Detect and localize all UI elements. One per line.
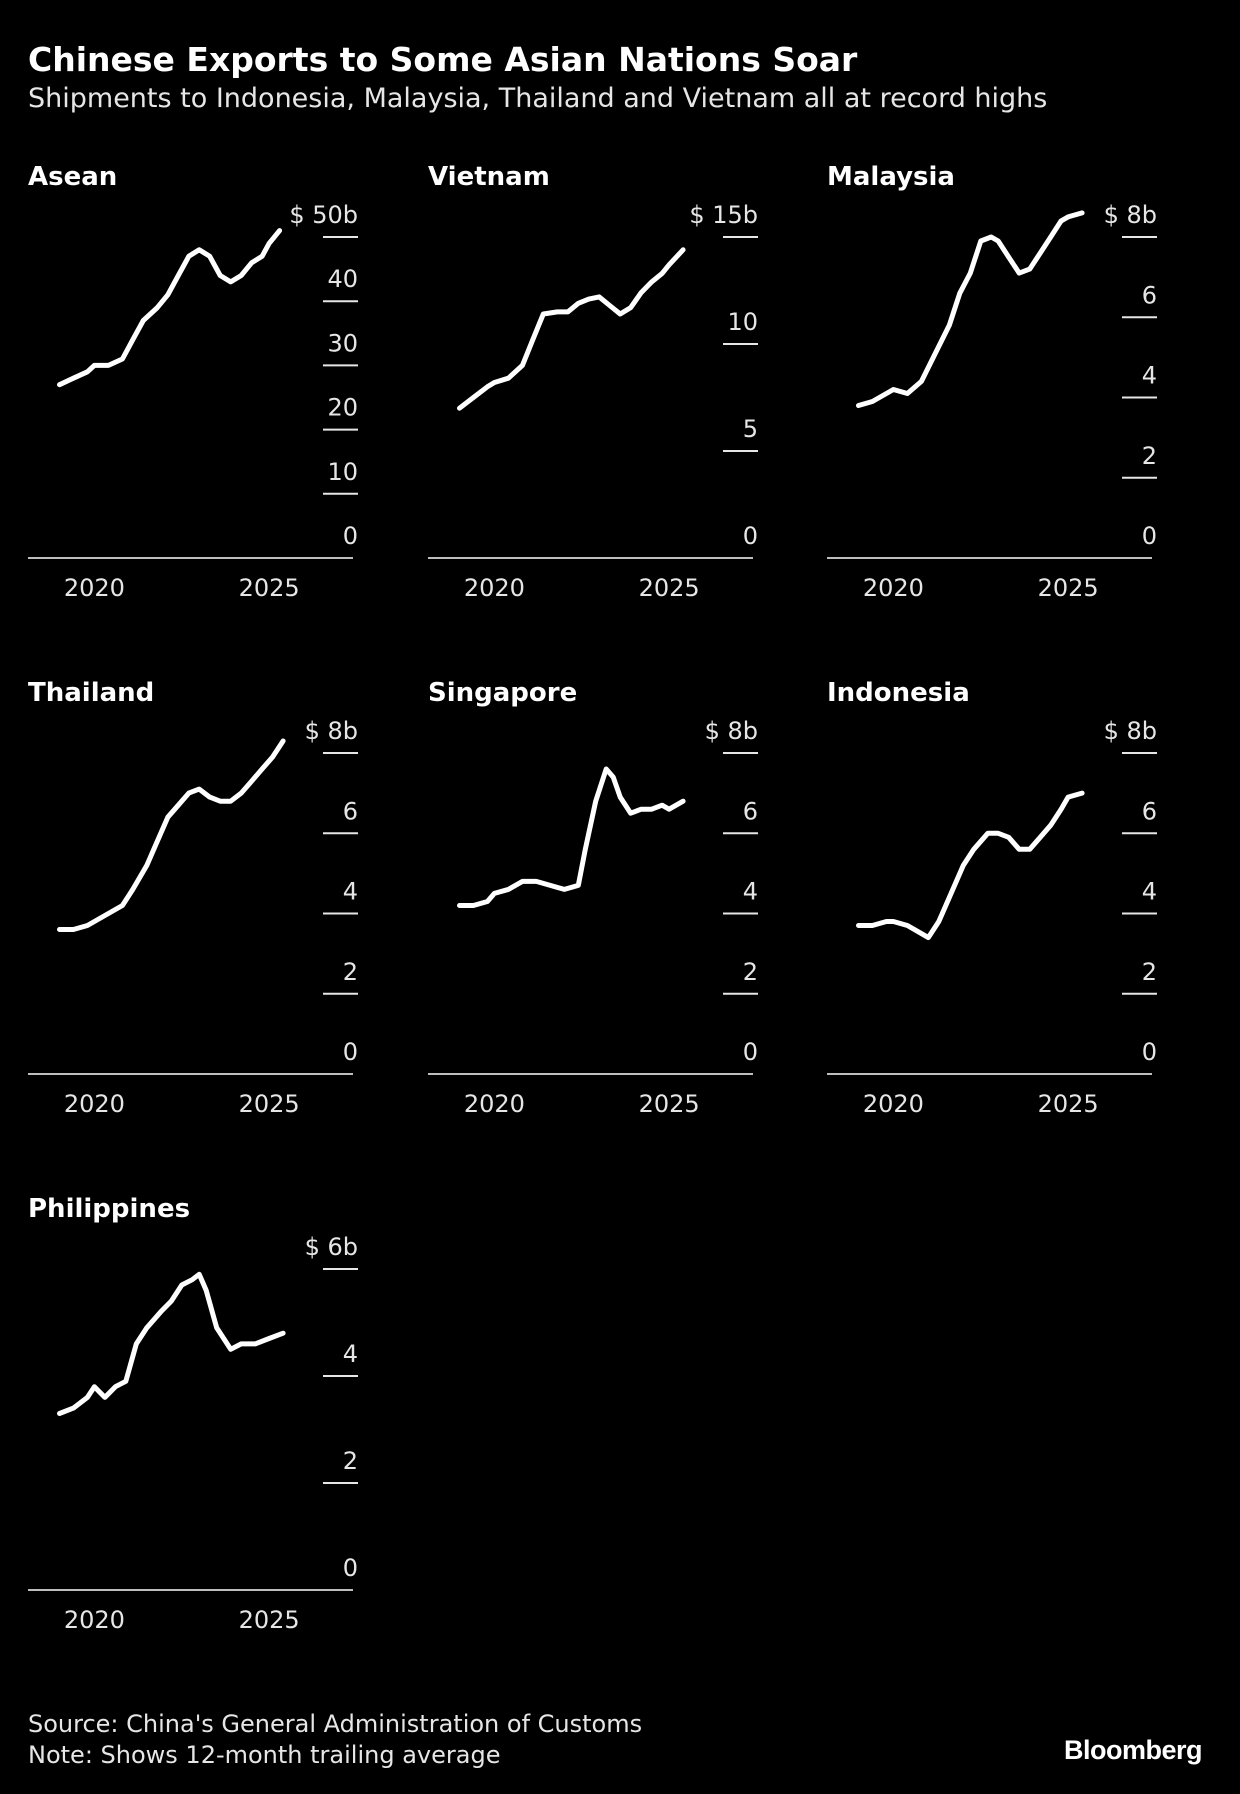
- y-tick-label-asean-50: $ 50b: [289, 201, 358, 229]
- x-tick-label-malaysia-2025: 2025: [1038, 574, 1099, 602]
- y-tick-label-vietnam-0: 0: [743, 522, 758, 550]
- series-line-singapore: [457, 766, 686, 908]
- series-line-vietnam: [457, 247, 686, 411]
- y-tick-label-thailand-0: 0: [343, 1038, 358, 1066]
- panel-title-singapore: Singapore: [428, 678, 577, 708]
- series-line-thailand: [57, 738, 286, 932]
- y-tick-label-asean-40: 40: [327, 265, 358, 293]
- panel-title-indonesia: Indonesia: [827, 678, 970, 708]
- x-tick-label-indonesia-2020: 2020: [863, 1090, 924, 1118]
- y-tick-label-asean-10: 10: [327, 458, 358, 486]
- y-tick-label-singapore-8: $ 8b: [705, 717, 758, 745]
- y-tick-label-asean-20: 20: [327, 394, 358, 422]
- panel-title-philippines: Philippines: [28, 1194, 190, 1224]
- y-tick-label-singapore-4: 4: [743, 878, 758, 906]
- x-tick-label-asean-2025: 2025: [239, 574, 300, 602]
- x-tick-label-thailand-2020: 2020: [64, 1090, 125, 1118]
- x-tick-label-philippines-2020: 2020: [64, 1606, 125, 1634]
- x-tick-label-singapore-2020: 2020: [464, 1090, 525, 1118]
- y-tick-label-malaysia-0: 0: [1142, 522, 1157, 550]
- y-tick-label-thailand-4: 4: [343, 878, 358, 906]
- source-note: Source: China's General Administration o…: [28, 1710, 643, 1738]
- y-tick-label-vietnam-15: $ 15b: [689, 201, 758, 229]
- y-tick-label-thailand-8: $ 8b: [305, 717, 358, 745]
- x-tick-label-thailand-2025: 2025: [239, 1090, 300, 1118]
- footnote: Note: Shows 12-month trailing average: [28, 1741, 501, 1769]
- panel-title-asean: Asean: [28, 162, 117, 192]
- y-tick-label-philippines-2: 2: [343, 1447, 358, 1475]
- y-tick-label-singapore-6: 6: [743, 797, 758, 825]
- series-line-indonesia: [856, 790, 1085, 941]
- y-tick-label-asean-30: 30: [327, 329, 358, 357]
- y-tick-label-singapore-2: 2: [743, 958, 758, 986]
- chart-subtitle: Shipments to Indonesia, Malaysia, Thaila…: [28, 83, 1048, 114]
- x-tick-label-vietnam-2025: 2025: [639, 574, 700, 602]
- y-tick-label-philippines-4: 4: [343, 1340, 358, 1368]
- y-tick-label-indonesia-8: $ 8b: [1104, 717, 1157, 745]
- y-tick-label-asean-0: 0: [343, 522, 358, 550]
- chart-title: Chinese Exports to Some Asian Nations So…: [28, 40, 858, 79]
- x-tick-label-indonesia-2025: 2025: [1038, 1090, 1099, 1118]
- y-tick-label-malaysia-4: 4: [1142, 362, 1157, 390]
- series-line-philippines: [57, 1271, 286, 1416]
- y-tick-label-philippines-0: 0: [343, 1554, 358, 1582]
- y-tick-label-vietnam-5: 5: [743, 415, 758, 443]
- y-tick-label-philippines-6: $ 6b: [305, 1233, 358, 1261]
- series-line-asean: [57, 228, 283, 388]
- panel-title-malaysia: Malaysia: [827, 162, 955, 192]
- y-tick-label-malaysia-2: 2: [1142, 442, 1157, 470]
- x-tick-label-malaysia-2020: 2020: [863, 574, 924, 602]
- bloomberg-logo: Bloomberg: [1063, 1735, 1203, 1765]
- y-tick-label-indonesia-2: 2: [1142, 958, 1157, 986]
- y-tick-label-malaysia-6: 6: [1142, 281, 1157, 309]
- y-tick-label-indonesia-4: 4: [1142, 878, 1157, 906]
- y-tick-label-indonesia-6: 6: [1142, 797, 1157, 825]
- x-tick-label-singapore-2025: 2025: [639, 1090, 700, 1118]
- x-tick-label-asean-2020: 2020: [64, 574, 125, 602]
- series-line-malaysia: [856, 210, 1085, 408]
- panel-title-vietnam: Vietnam: [428, 162, 550, 192]
- x-tick-label-philippines-2025: 2025: [239, 1606, 300, 1634]
- y-tick-label-thailand-6: 6: [343, 797, 358, 825]
- panel-title-thailand: Thailand: [28, 678, 154, 708]
- y-tick-label-thailand-2: 2: [343, 958, 358, 986]
- y-tick-label-indonesia-0: 0: [1142, 1038, 1157, 1066]
- y-tick-label-malaysia-8: $ 8b: [1104, 201, 1157, 229]
- x-tick-label-vietnam-2020: 2020: [464, 574, 525, 602]
- y-tick-label-singapore-0: 0: [743, 1038, 758, 1066]
- y-tick-label-vietnam-10: 10: [727, 308, 758, 336]
